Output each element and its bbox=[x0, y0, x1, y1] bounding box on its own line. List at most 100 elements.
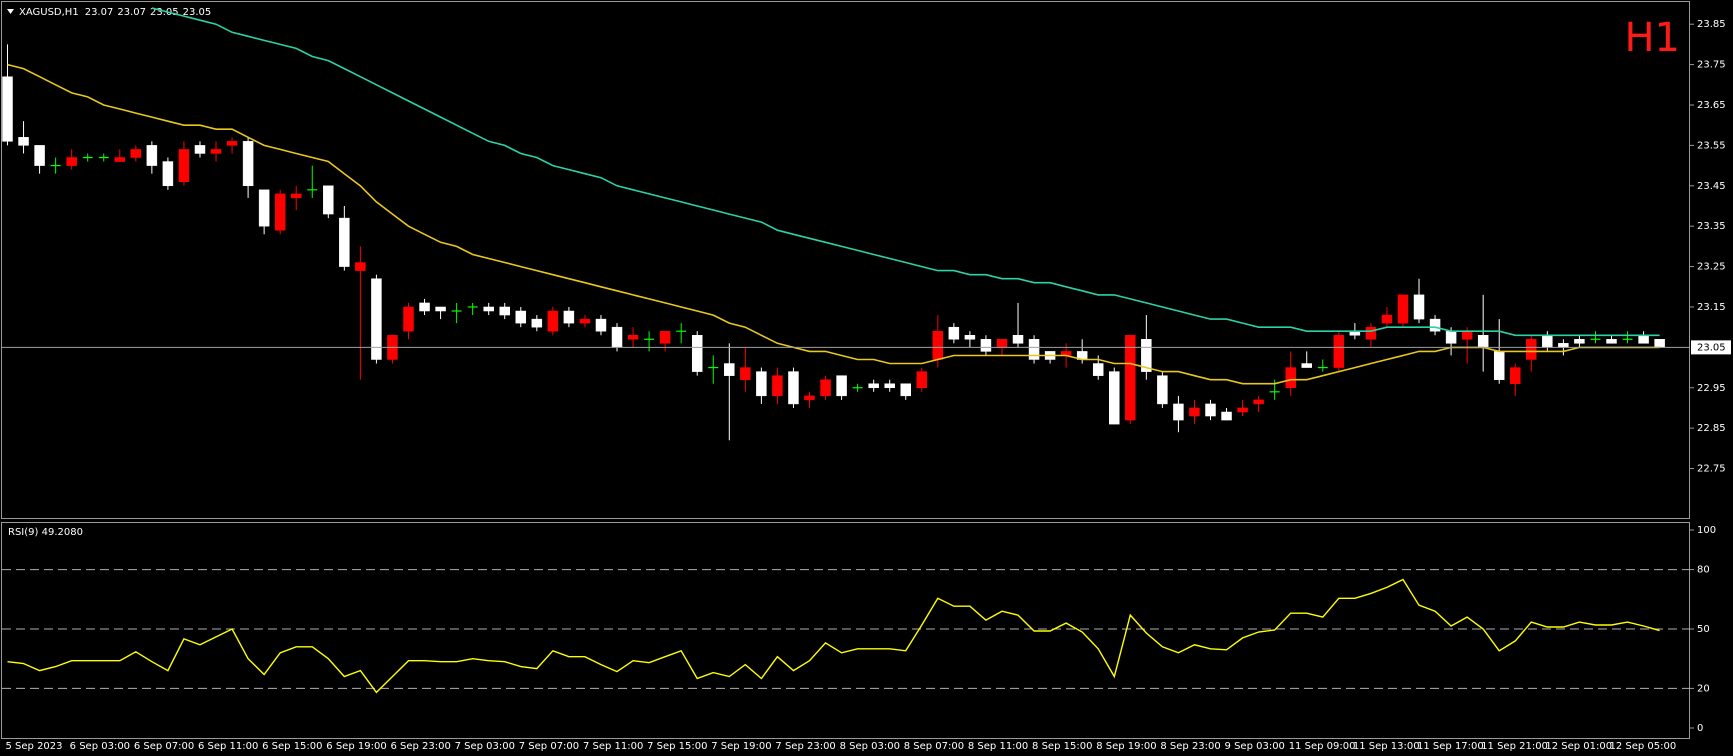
candle-body bbox=[740, 367, 751, 380]
candle-body bbox=[323, 185, 334, 215]
x-tick-label: 8 Sep 11:00 bbox=[968, 741, 1028, 752]
candle-body bbox=[1141, 339, 1152, 372]
candle-body bbox=[1125, 335, 1136, 421]
chart-header: XAGUSD,H1 23.07 23.07 23.05 23.05 bbox=[19, 7, 211, 18]
candle-body bbox=[836, 375, 847, 397]
x-tick-label: 6 Sep 11:00 bbox=[198, 741, 258, 752]
candle-body bbox=[403, 306, 414, 332]
candle-body bbox=[547, 310, 559, 332]
candle-body bbox=[162, 161, 174, 187]
candle-body bbox=[948, 326, 960, 340]
candle-body bbox=[804, 395, 815, 401]
x-tick-label: 9 Sep 03:00 bbox=[1225, 741, 1285, 752]
candle-body bbox=[1301, 363, 1312, 368]
last-close: 23.05 bbox=[183, 7, 212, 18]
candle-body bbox=[1606, 339, 1617, 344]
candle-body bbox=[1237, 407, 1248, 413]
candle-body bbox=[1526, 339, 1537, 360]
y-tick-label: 23.65 bbox=[1697, 100, 1726, 111]
candle-body bbox=[290, 193, 302, 199]
moving-average-line bbox=[151, 7, 1660, 337]
candle-body bbox=[114, 157, 126, 162]
candle-body bbox=[1654, 339, 1665, 348]
symbol: XAGUSD,H1 bbox=[19, 7, 79, 18]
x-tick-label: 11 Sep 13:00 bbox=[1353, 741, 1420, 752]
candle-body bbox=[435, 306, 446, 312]
candle-body bbox=[66, 157, 77, 166]
candle-body bbox=[724, 363, 735, 376]
last-high: 23.07 bbox=[117, 7, 146, 18]
x-tick-label: 6 Sep 07:00 bbox=[134, 741, 194, 752]
current-price-label: 23.05 bbox=[1697, 342, 1726, 353]
candle-body bbox=[563, 310, 575, 324]
y-tick-label: 50 bbox=[1697, 624, 1710, 635]
candle-body bbox=[1221, 411, 1232, 421]
rsi-line bbox=[7, 578, 1660, 694]
candle-body bbox=[1542, 335, 1553, 348]
x-tick-label: 8 Sep 23:00 bbox=[1160, 741, 1220, 752]
candle-body bbox=[884, 383, 895, 389]
candle-body bbox=[1189, 407, 1200, 417]
candle-body bbox=[1205, 403, 1216, 417]
candle-body bbox=[1413, 294, 1425, 320]
candle-body bbox=[1397, 294, 1409, 324]
candle-body bbox=[1253, 399, 1264, 405]
candle-body bbox=[18, 137, 29, 146]
candle-body bbox=[1429, 318, 1441, 332]
y-tick-label: 0 bbox=[1697, 723, 1703, 734]
x-tick-label: 11 Sep 09:00 bbox=[1289, 741, 1356, 752]
candle-body bbox=[194, 145, 206, 154]
candle-body bbox=[820, 379, 831, 397]
candle-body bbox=[1558, 343, 1569, 348]
candle-body bbox=[691, 335, 703, 372]
candle-body bbox=[659, 330, 671, 344]
y-tick-label: 22.75 bbox=[1697, 464, 1726, 475]
current-price-box bbox=[1691, 340, 1731, 355]
y-tick-label: 23.15 bbox=[1697, 302, 1726, 313]
candle-body bbox=[980, 339, 992, 352]
rsi-panel-frame bbox=[1, 522, 1690, 739]
y-tick-label: 23.25 bbox=[1697, 262, 1726, 273]
x-tick-label: 8 Sep 03:00 bbox=[840, 741, 900, 752]
y-tick-label: 23.75 bbox=[1697, 60, 1726, 71]
x-tick-label: 7 Sep 11:00 bbox=[583, 741, 643, 752]
moving-average-line bbox=[7, 63, 1660, 385]
candle-body bbox=[1173, 403, 1184, 421]
candle-body bbox=[1381, 314, 1393, 324]
x-tick-label: 5 Sep 2023 bbox=[6, 741, 63, 752]
candle-body bbox=[274, 193, 286, 231]
y-tick-label: 80 bbox=[1697, 565, 1710, 576]
x-tick-label: 7 Sep 19:00 bbox=[711, 741, 771, 752]
candle-body bbox=[483, 306, 494, 312]
candle-body bbox=[932, 330, 944, 360]
candle-body bbox=[1477, 335, 1489, 348]
candle-body bbox=[788, 371, 799, 405]
candle-body bbox=[2, 76, 13, 142]
x-tick-label: 8 Sep 19:00 bbox=[1096, 741, 1156, 752]
candle-body bbox=[1109, 371, 1120, 425]
candle-body bbox=[916, 371, 928, 389]
menu-triangle bbox=[7, 9, 14, 14]
x-tick-label: 6 Sep 19:00 bbox=[326, 741, 386, 752]
x-tick-label: 11 Sep 17:00 bbox=[1417, 741, 1484, 752]
candle-body bbox=[868, 383, 879, 389]
candle-body bbox=[531, 318, 543, 328]
y-tick-label: 23.85 bbox=[1697, 19, 1726, 30]
last-open: 23.07 bbox=[85, 7, 114, 18]
candle-body bbox=[515, 310, 527, 324]
x-tick-label: 12 Sep 01:00 bbox=[1545, 741, 1612, 752]
candle-body bbox=[900, 383, 911, 397]
price-panel-frame bbox=[1, 1, 1690, 519]
candle-body bbox=[1012, 335, 1024, 344]
y-tick-label: 22.95 bbox=[1697, 383, 1726, 394]
candle-body bbox=[258, 189, 270, 227]
y-tick-label: 23.35 bbox=[1697, 221, 1726, 232]
candle-body bbox=[996, 339, 1008, 348]
candle-body bbox=[34, 145, 45, 166]
candle-body bbox=[1493, 351, 1505, 380]
candle-body bbox=[146, 145, 158, 166]
last-low: 23.05 bbox=[150, 7, 179, 18]
